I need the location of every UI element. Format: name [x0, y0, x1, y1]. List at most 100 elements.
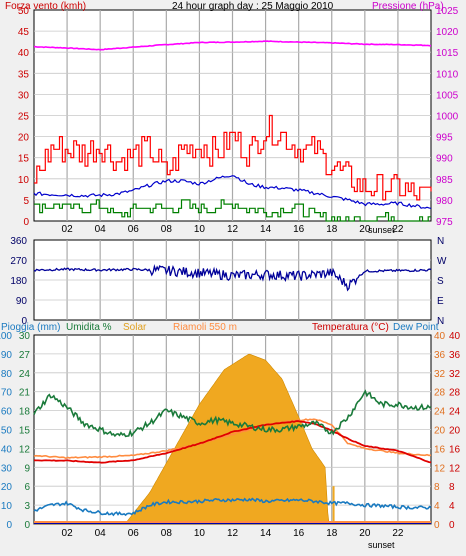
- y-tick-pressure: 980: [436, 196, 453, 207]
- y-tick-temperature: 24: [434, 407, 446, 418]
- y-tick-rain: 90: [1, 350, 13, 361]
- y-tick-temperature: 12: [434, 463, 446, 474]
- x-tick-top: 16: [293, 224, 305, 235]
- rain-label: Pioggia (mm): [1, 322, 60, 333]
- y-tick-wind: 50: [18, 6, 30, 17]
- y-tick-humidity: 6: [24, 482, 30, 493]
- top-series: [33, 40, 432, 222]
- y-tick-rain: 10: [1, 501, 13, 512]
- y-tick-humidity: 0: [24, 520, 30, 531]
- sunset-marker-bottom: sunset: [368, 540, 395, 550]
- y-tick-dewpoint: 24: [449, 407, 461, 418]
- humidity-label: Umidita %: [66, 322, 112, 333]
- y-tick-direction-compass: N: [437, 236, 444, 247]
- y-tick-rain: 70: [1, 388, 13, 399]
- y-tick-direction-deg: 180: [10, 276, 27, 287]
- y-tick-wind: 30: [18, 90, 30, 101]
- x-tick-top: 10: [194, 224, 206, 235]
- temperature-line: [33, 420, 432, 464]
- x-tick-bottom: 08: [161, 528, 173, 539]
- y-tick-wind: 20: [18, 133, 30, 144]
- y-tick-temperature: 32: [434, 369, 446, 380]
- y-tick-rain: 40: [1, 444, 13, 455]
- x-tick-bottom: 22: [392, 528, 404, 539]
- x-tick-bottom: 04: [95, 528, 107, 539]
- y-tick-direction-compass: S: [437, 276, 444, 287]
- y-tick-humidity: 18: [19, 407, 31, 418]
- y-tick-dewpoint: 8: [449, 482, 455, 493]
- y-tick-pressure: 1020: [436, 27, 459, 38]
- y-tick-direction-deg: 90: [16, 296, 28, 307]
- y-tick-pressure: 1010: [436, 69, 459, 80]
- y-tick-wind: 0: [23, 217, 29, 228]
- x-tick-top: 04: [95, 224, 107, 235]
- y-tick-pressure: 990: [436, 154, 453, 165]
- x-tick-top: 14: [260, 224, 272, 235]
- y-tick-dewpoint: 12: [449, 463, 461, 474]
- y-tick-wind: 10: [18, 175, 30, 186]
- bottom-series: [33, 353, 432, 525]
- y-tick-dewpoint: 40: [449, 331, 461, 342]
- y-tick-dewpoint: 28: [449, 388, 461, 399]
- y-tick-temperature: 0: [434, 520, 440, 531]
- y-tick-dewpoint: 0: [449, 520, 455, 531]
- y-tick-rain: 100: [0, 331, 12, 342]
- x-tick-bottom: 02: [62, 528, 74, 539]
- y-tick-direction-deg: 0: [21, 316, 27, 327]
- wind-label: Forza vento (kmh): [5, 1, 86, 12]
- middle-series: [33, 264, 432, 292]
- x-tick-bottom: 06: [128, 528, 140, 539]
- y-tick-temperature: 36: [434, 350, 446, 361]
- y-tick-dewpoint: 20: [449, 426, 461, 437]
- x-tick-top: 08: [161, 224, 173, 235]
- y-tick-temperature: 8: [434, 482, 440, 493]
- y-tick-rain: 0: [6, 520, 12, 531]
- y-tick-direction-compass: E: [437, 296, 444, 307]
- y-tick-direction-deg: 270: [10, 256, 27, 267]
- y-tick-dewpoint: 36: [449, 350, 461, 361]
- y-tick-temperature: 28: [434, 388, 446, 399]
- location-label: Riamoli 550 m: [173, 322, 237, 333]
- rain-line: [33, 497, 432, 517]
- pressure-label: Pressione (hPa): [372, 1, 444, 12]
- y-tick-temperature: 4: [434, 501, 440, 512]
- x-tick-top: 18: [326, 224, 338, 235]
- x-tick-bottom: 12: [227, 528, 239, 539]
- x-tick-top: 12: [227, 224, 239, 235]
- sunset-marker-top: sunset: [368, 225, 395, 235]
- y-tick-wind: 45: [18, 27, 30, 38]
- y-tick-pressure: 975: [436, 217, 453, 228]
- tick-labels: 0510152025303540455097598098599099510001…: [0, 6, 461, 539]
- solar-spike: [332, 486, 335, 524]
- x-tick-bottom: 14: [260, 528, 272, 539]
- y-tick-dewpoint: 16: [449, 444, 461, 455]
- y-tick-humidity: 15: [19, 426, 31, 437]
- y-tick-pressure: 1005: [436, 90, 459, 101]
- y-tick-temperature: 20: [434, 426, 446, 437]
- y-tick-wind: 15: [18, 154, 30, 165]
- y-tick-humidity: 30: [19, 331, 31, 342]
- y-tick-dewpoint: 4: [449, 501, 455, 512]
- y-tick-direction-deg: 360: [10, 236, 27, 247]
- y-tick-wind: 35: [18, 69, 30, 80]
- x-tick-bottom: 10: [194, 528, 206, 539]
- temperature-label: Temperatura (°C): [312, 322, 389, 333]
- y-tick-pressure: 985: [436, 175, 453, 186]
- y-tick-wind: 40: [18, 48, 30, 59]
- dewpoint-label: Dew Point: [393, 322, 439, 333]
- x-tick-top: 06: [128, 224, 140, 235]
- y-tick-humidity: 27: [19, 350, 31, 361]
- wind-min-line: [34, 199, 431, 222]
- y-tick-temperature: 16: [434, 444, 446, 455]
- y-tick-rain: 60: [1, 407, 13, 418]
- middle-grid: [34, 240, 431, 320]
- y-tick-direction-compass: N: [437, 316, 444, 327]
- y-tick-dewpoint: 32: [449, 369, 461, 380]
- dewpoint-line: [33, 418, 432, 460]
- pressure-line: [34, 40, 431, 51]
- y-tick-wind: 25: [18, 112, 30, 123]
- humidity-line: [33, 389, 432, 438]
- x-tick-top: 22: [392, 224, 404, 235]
- wind-direction-line: [33, 264, 432, 292]
